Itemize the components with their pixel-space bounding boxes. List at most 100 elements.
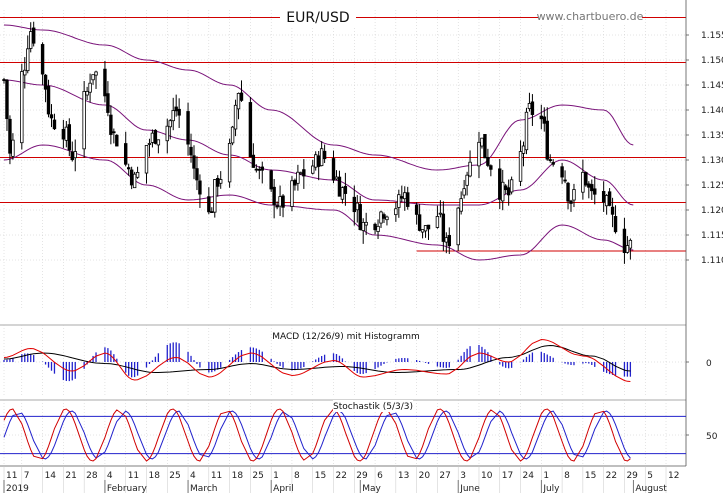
date-tick-label: 20 xyxy=(419,471,431,481)
candle-body xyxy=(31,27,36,44)
candle-body xyxy=(186,111,190,145)
candle-body xyxy=(406,192,410,207)
candle-body xyxy=(29,31,33,49)
candle-body xyxy=(417,214,422,231)
candle-body xyxy=(314,154,318,168)
candle-body xyxy=(414,204,419,215)
date-tick-label: 3 xyxy=(460,471,466,481)
candle-body xyxy=(379,211,383,224)
date-tick-label: 25 xyxy=(169,471,180,481)
candle-body xyxy=(373,223,377,231)
month-label: April xyxy=(273,484,294,493)
date-tick-label: 10 xyxy=(481,471,493,481)
candle-body xyxy=(278,196,282,207)
candle-body xyxy=(503,185,508,191)
band-lower xyxy=(3,144,634,261)
candlesticks xyxy=(2,21,633,264)
date-tick-label: 14 xyxy=(45,471,57,481)
candle-body xyxy=(20,71,24,144)
candle-body xyxy=(91,74,95,81)
price-tick-label: 1.110 xyxy=(701,256,723,266)
candle-body xyxy=(545,120,549,160)
candle-body xyxy=(489,165,493,170)
macd-title: MACD (12/26/9) mit Histogramm xyxy=(272,332,420,342)
candle-body xyxy=(468,161,472,177)
candle-body xyxy=(239,92,244,101)
candle-body xyxy=(593,188,597,195)
candle-body xyxy=(521,145,526,154)
macd-signal-line xyxy=(3,344,631,373)
candle-body xyxy=(8,118,12,154)
candle-body xyxy=(219,179,223,184)
candle-body xyxy=(198,180,202,195)
candle-body xyxy=(153,129,158,144)
date-tick-label: 15 xyxy=(585,471,596,481)
candle-body xyxy=(210,211,214,214)
month-label: March xyxy=(190,484,217,493)
date-tick-label: 6 xyxy=(377,471,383,481)
price-axis: 1.110 1.115 1.120 1.125 1.130 1.135 1.140 1.145… xyxy=(685,0,723,466)
candle-body xyxy=(275,205,279,208)
candle-body xyxy=(195,168,199,181)
candle-body xyxy=(299,172,303,175)
candle-body xyxy=(358,204,362,231)
candle-body xyxy=(542,116,546,124)
candle-body xyxy=(551,162,555,165)
candle-body xyxy=(147,143,152,145)
candle-body xyxy=(385,216,389,221)
stochastic-k-line xyxy=(3,408,631,462)
candle-body xyxy=(174,106,178,112)
candle-body xyxy=(73,151,77,159)
candle-body xyxy=(269,170,273,190)
price-tick-label: 1.130 xyxy=(701,156,723,166)
candle-body xyxy=(441,213,446,242)
candle-body xyxy=(539,115,544,120)
date-tick-label: 1 xyxy=(273,471,279,481)
date-tick-label: 8 xyxy=(294,471,300,481)
candle-body xyxy=(281,195,285,208)
macd-lines xyxy=(3,338,631,382)
candle-body xyxy=(498,168,502,200)
date-tick-label: 7 xyxy=(24,471,30,481)
date-tick-label: 11 xyxy=(6,471,17,481)
candle-body xyxy=(604,195,609,207)
candle-body xyxy=(85,91,89,96)
date-tick-label: 11 xyxy=(211,471,222,481)
candle-body xyxy=(501,181,505,202)
candle-body xyxy=(135,171,140,178)
candle-body xyxy=(548,159,552,162)
candle-body xyxy=(444,237,449,243)
candle-body xyxy=(601,191,606,203)
candle-body xyxy=(254,168,259,171)
price-tick-label: 1.150 xyxy=(701,56,723,66)
date-tick-label: 1 xyxy=(543,471,549,481)
candle-body xyxy=(400,196,404,199)
date-tick-label: 29 xyxy=(356,471,368,481)
candle-body xyxy=(233,104,238,130)
candle-body xyxy=(319,148,324,167)
candle-body xyxy=(40,44,45,75)
candle-body xyxy=(156,139,161,146)
candle-body xyxy=(5,79,9,120)
candle-body xyxy=(628,239,633,249)
month-label: August xyxy=(635,484,667,493)
candle-body xyxy=(248,102,253,158)
stochastic-title-background xyxy=(333,400,413,412)
candle-body xyxy=(340,187,345,200)
date-tick-label: 25 xyxy=(252,471,263,481)
candle-body xyxy=(94,71,98,76)
candle-body xyxy=(236,92,241,110)
watermark-background xyxy=(538,8,642,24)
candle-body xyxy=(213,179,217,213)
month-label: June xyxy=(459,484,480,493)
watermark: www.chartbuero.de xyxy=(537,10,644,23)
candle-body xyxy=(462,188,466,196)
candle-body xyxy=(477,141,481,167)
macd-panel: MACD (12/26/9) mit Histogramm 0 xyxy=(0,324,712,395)
candle-body xyxy=(435,216,440,228)
candle-body xyxy=(352,196,356,213)
candle-body xyxy=(394,208,398,216)
candle-body xyxy=(207,196,211,213)
candle-body xyxy=(361,221,365,231)
date-tick-label: 12 xyxy=(668,471,679,481)
